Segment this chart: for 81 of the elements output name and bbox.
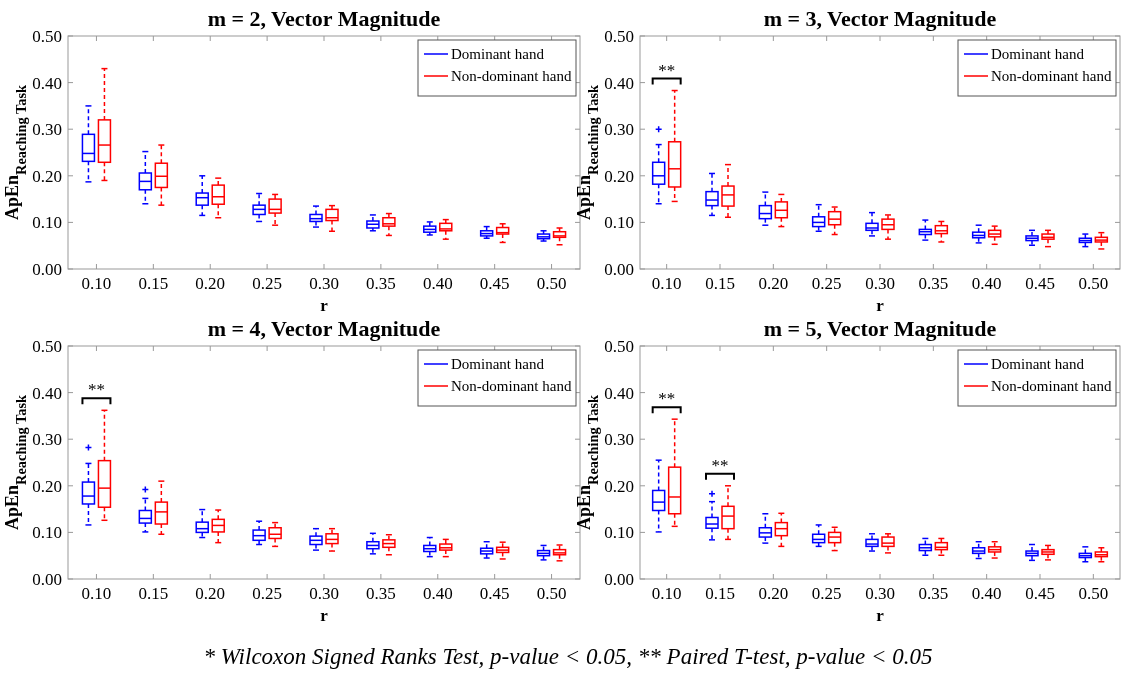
x-tick-label: 0.15 xyxy=(138,584,169,603)
x-tick-label: 0.20 xyxy=(758,274,789,293)
legend-label: Dominant hand xyxy=(451,356,545,373)
x-tick-label: 0.25 xyxy=(811,274,842,293)
y-tick-label: 0.40 xyxy=(604,73,634,93)
legend-label: Dominant hand xyxy=(991,356,1085,373)
y-tick-label: 0.00 xyxy=(604,259,634,279)
x-tick-label: 0.15 xyxy=(705,274,735,293)
x-tick-label: 0.50 xyxy=(1078,274,1109,293)
x-tick-label: 0.35 xyxy=(918,584,949,603)
y-tick-label: 0.40 xyxy=(32,73,62,93)
x-tick-label: 0.10 xyxy=(81,274,112,293)
x-tick-label: 0.50 xyxy=(536,584,567,603)
x-tick-label: 0.45 xyxy=(479,584,510,603)
chart-title: m = 5, Vector Magnitude xyxy=(763,316,997,341)
x-tick-label: 0.35 xyxy=(918,274,949,293)
x-tick-label: 0.30 xyxy=(865,584,895,603)
y-tick-label: 0.20 xyxy=(604,476,634,496)
x-axis-title: r xyxy=(320,606,329,625)
x-tick-label: 0.20 xyxy=(195,584,226,603)
x-tick-label: 0.40 xyxy=(971,584,1002,603)
x-tick-label: 0.30 xyxy=(865,274,895,293)
y-tick-label: 0.00 xyxy=(604,569,634,589)
y-tick-label: 0.20 xyxy=(32,166,62,186)
legend-label: Dominant hand xyxy=(991,46,1085,63)
x-tick-label: 0.25 xyxy=(252,274,282,293)
x-tick-label: 0.10 xyxy=(651,274,682,293)
x-tick-label: 0.40 xyxy=(422,274,453,293)
legend-label: Dominant hand xyxy=(451,46,545,63)
chart-title: m = 4, Vector Magnitude xyxy=(207,316,441,341)
annotation: ** xyxy=(658,60,676,80)
y-tick-label: 0.10 xyxy=(32,213,62,233)
x-tick-label: 0.30 xyxy=(309,584,339,603)
y-tick-label: 0.00 xyxy=(32,569,62,589)
x-axis-title: r xyxy=(320,296,329,315)
annotation: ** xyxy=(87,380,105,400)
x-tick-label: 0.20 xyxy=(758,584,789,603)
y-tick-label: 0.40 xyxy=(604,383,634,403)
x-tick-label: 0.50 xyxy=(536,274,567,293)
x-tick-label: 0.30 xyxy=(309,274,339,293)
y-tick-label: 0.30 xyxy=(604,120,634,140)
legend-label: Non-dominant hand xyxy=(451,378,572,395)
y-tick-label: 0.10 xyxy=(604,213,634,233)
y-tick-label: 0.30 xyxy=(32,120,62,140)
y-tick-label: 0.50 xyxy=(604,26,634,46)
x-axis-title: r xyxy=(876,296,885,315)
x-tick-label: 0.10 xyxy=(651,584,682,603)
text: * Wilcoxon Signed Ranks Test, p-value < 0.05, ** Paired T-test, p-value < 0.05 xyxy=(203,644,933,669)
x-tick-label: 0.25 xyxy=(811,584,842,603)
x-tick-label: 0.25 xyxy=(252,584,282,603)
y-tick-label: 0.30 xyxy=(604,430,634,450)
x-tick-label: 0.10 xyxy=(81,584,112,603)
y-tick-label: 0.20 xyxy=(604,166,634,186)
annotation: ** xyxy=(711,455,729,475)
y-tick-label: 0.10 xyxy=(32,523,62,543)
y-tick-label: 0.50 xyxy=(32,26,62,46)
chart-title: m = 2, Vector Magnitude xyxy=(207,6,441,31)
x-tick-label: 0.35 xyxy=(366,584,396,603)
x-tick-label: 0.35 xyxy=(366,274,396,293)
annotation: ** xyxy=(658,389,676,409)
x-tick-label: 0.45 xyxy=(479,274,510,293)
chart-title: m = 3, Vector Magnitude xyxy=(763,6,997,31)
x-tick-label: 0.45 xyxy=(1025,274,1055,293)
y-tick-label: 0.20 xyxy=(32,476,62,496)
legend-label: Non-dominant hand xyxy=(991,68,1112,85)
x-axis-title: r xyxy=(876,606,885,625)
x-tick-label: 0.45 xyxy=(1025,584,1055,603)
x-tick-label: 0.40 xyxy=(422,584,453,603)
y-tick-label: 0.40 xyxy=(32,383,62,403)
legend-label: Non-dominant hand xyxy=(991,378,1112,395)
x-tick-label: 0.15 xyxy=(138,274,169,293)
x-tick-label: 0.20 xyxy=(195,274,226,293)
y-tick-label: 0.50 xyxy=(32,336,62,356)
x-tick-label: 0.15 xyxy=(705,584,735,603)
x-tick-label: 0.40 xyxy=(971,274,1002,293)
y-tick-label: 0.00 xyxy=(32,259,62,279)
y-tick-label: 0.50 xyxy=(604,336,634,356)
x-tick-label: 0.50 xyxy=(1078,584,1109,603)
y-tick-label: 0.10 xyxy=(604,523,634,543)
legend-label: Non-dominant hand xyxy=(451,68,572,85)
y-tick-label: 0.30 xyxy=(32,430,62,450)
